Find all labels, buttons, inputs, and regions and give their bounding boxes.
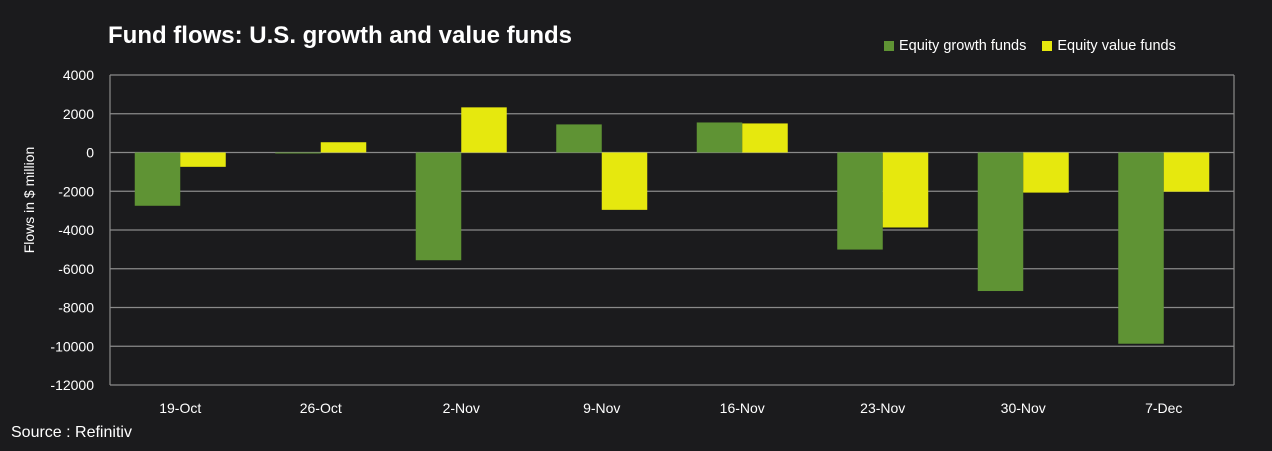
bar-growth [837,152,883,250]
y-tick-label: -4000 [58,222,94,238]
y-tick-label: -2000 [58,183,94,199]
legend: Equity growth funds Equity value funds [884,38,1192,54]
x-tick-label: 23-Nov [860,400,905,416]
bar-growth [556,124,602,153]
y-tick-label: -8000 [58,300,94,316]
legend-item-value: Equity value funds [1042,38,1176,54]
x-tick-label: 19-Oct [159,400,201,416]
x-tick-label: 7-Dec [1145,400,1182,416]
y-tick-label: -10000 [50,338,94,354]
y-tick-label: 0 [86,145,94,161]
bar-growth [134,152,181,206]
bar-value [461,107,507,153]
bar-value [1163,152,1210,192]
bar-growth [696,122,743,153]
chart-title: Fund flows: U.S. growth and value funds [108,22,572,49]
x-tick-label: 26-Oct [300,400,342,416]
legend-swatch-value [1042,41,1053,51]
legend-label-value: Equity value funds [1057,38,1176,54]
x-tick-label: 9-Nov [583,400,620,416]
bar-value [882,152,929,228]
x-tick-label: 30-Nov [1001,400,1046,416]
y-tick-label: 4000 [63,67,94,83]
bar-value [180,152,226,167]
bar-growth [415,152,462,261]
y-tick-label: -12000 [50,377,94,393]
bar-growth [275,152,321,154]
x-tick-label: 2-Nov [443,400,480,416]
bar-value [742,123,788,153]
legend-swatch-growth [884,41,894,51]
bar-value [601,152,648,210]
y-tick-label: 2000 [63,106,94,122]
bar-value [1023,152,1069,193]
bar-growth [1118,152,1164,344]
legend-label-growth: Equity growth funds [899,38,1027,54]
y-tick-label: -6000 [58,261,94,277]
x-tick-label: 16-Nov [720,400,765,416]
source-note: Source : Refinitiv [11,424,132,441]
legend-item-growth: Equity growth funds [884,38,1026,54]
bar-growth [977,152,1024,292]
bar-value [320,142,367,153]
